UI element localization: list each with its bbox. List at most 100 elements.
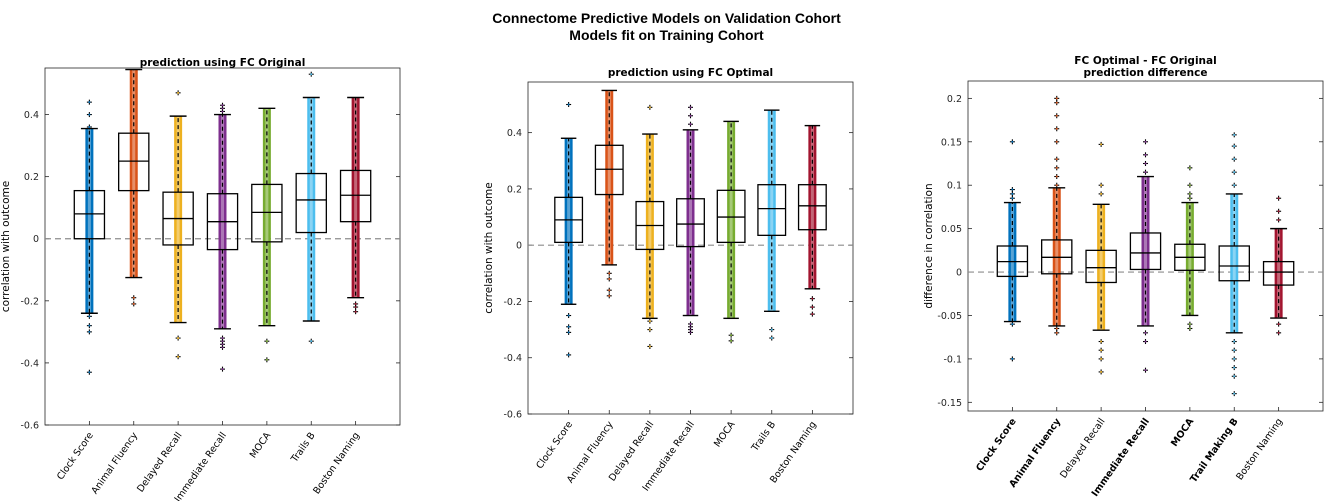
- data-band-highlight: [1277, 228, 1281, 319]
- outlier-point: [1231, 156, 1237, 162]
- iqr-box: [1129, 232, 1162, 271]
- outlier-point: [1143, 161, 1148, 166]
- outlier-point: [1143, 169, 1148, 175]
- data-band-highlight: [309, 97, 313, 322]
- iqr-box: [1085, 249, 1117, 284]
- outlier-point: [1276, 321, 1282, 327]
- data-band-highlight: [607, 90, 611, 265]
- iqr-box: [594, 144, 624, 196]
- data-band: [1230, 193, 1239, 333]
- data-band: [1274, 228, 1283, 319]
- outlier-point: [647, 343, 653, 349]
- x-tick-label-boston-naming: Boston Naming: [768, 419, 819, 485]
- outlier-point: [1054, 174, 1060, 180]
- data-band: [307, 97, 316, 322]
- y-tick-label: 0.2: [24, 172, 39, 183]
- outlier-point: [1187, 195, 1193, 201]
- iqr-box: [251, 183, 283, 243]
- outlier-point: [1187, 326, 1193, 331]
- y-tick-label: -0.15: [937, 398, 962, 409]
- chart-title: prediction difference: [1084, 67, 1208, 79]
- data-band-highlight: [567, 138, 571, 305]
- iqr-box: [1218, 245, 1250, 282]
- chart-title: FC Optimal - FC Original: [1074, 55, 1216, 67]
- outlier-point: [566, 324, 572, 330]
- outlier-point: [728, 332, 734, 338]
- box-clock-score: [554, 102, 584, 358]
- outlier-point: [1098, 356, 1104, 362]
- outlier-point: [1054, 126, 1060, 132]
- y-tick-label: 0: [33, 234, 39, 245]
- outlier-point: [1054, 182, 1060, 188]
- outlier-point: [1009, 195, 1015, 201]
- box-moca: [1174, 165, 1206, 331]
- outlier-point: [1098, 191, 1104, 197]
- x-tick-label-moca: MOCA: [712, 419, 738, 449]
- data-band: [174, 116, 183, 323]
- data-band-highlight: [265, 108, 269, 326]
- y-tick-label: 0.4: [24, 110, 39, 121]
- x-tick-label-delayed-recall: Delayed Recall: [135, 430, 184, 494]
- box-trail-making-b: [1218, 132, 1250, 397]
- outlier-point: [769, 335, 775, 341]
- box-clock-score: [73, 99, 106, 375]
- outlier-point: [220, 335, 225, 341]
- outlier-point: [688, 113, 693, 119]
- iqr-box: [118, 132, 150, 192]
- outlier-point: [1276, 330, 1282, 336]
- outlier-point: [353, 304, 359, 310]
- y-axis-label: correlation with outcome: [483, 182, 495, 313]
- box-boston-naming: [797, 124, 827, 317]
- x-tick-label-clock-score: Clock Score: [534, 419, 575, 471]
- outlier-point: [86, 323, 92, 329]
- outlier-point: [647, 104, 653, 110]
- outlier-point: [1143, 139, 1148, 145]
- outlier-point: [606, 293, 612, 299]
- data-band: [85, 128, 94, 314]
- outlier-point: [86, 369, 92, 375]
- outlier-point: [1143, 152, 1148, 158]
- outlier-point: [809, 296, 815, 302]
- box-immediate-recall: [676, 104, 705, 335]
- box-animal-fluency: [1041, 95, 1073, 336]
- data-band: [564, 138, 573, 305]
- y-tick-label: 0.15: [941, 137, 962, 148]
- outlier-point: [1231, 356, 1237, 362]
- data-band: [605, 90, 614, 265]
- data-band-highlight: [729, 121, 733, 319]
- outlier-point: [1231, 347, 1237, 353]
- outlier-point: [86, 313, 92, 319]
- outlier-point: [308, 338, 314, 344]
- iqr-box: [295, 172, 327, 234]
- data-band: [262, 108, 271, 326]
- chart-panel-2: prediction using FC Optimal -0.6 -0.4 -0.2 0…: [483, 67, 854, 493]
- y-tick-label: -0.6: [20, 421, 39, 432]
- data-band-highlight: [770, 110, 774, 312]
- outlier-point: [86, 124, 92, 130]
- x-tick-label-boston-naming: Boston Naming: [1234, 416, 1285, 482]
- outlier-point: [264, 338, 270, 344]
- outlier-point: [1143, 367, 1148, 373]
- outlier-point: [606, 270, 612, 276]
- data-band-highlight: [176, 116, 180, 323]
- x-tick-label-trails-b: Trails B: [749, 419, 778, 454]
- outlier-point: [1187, 191, 1193, 197]
- y-tick-label: -0.2: [20, 296, 39, 307]
- x-tick-label-trails-b: Trails B: [289, 430, 318, 465]
- outlier-point: [308, 71, 314, 77]
- data-band-highlight: [1188, 202, 1192, 316]
- box-delayed-recall: [162, 90, 194, 360]
- outlier-point: [606, 287, 612, 293]
- outlier-point: [809, 311, 815, 317]
- outlier-point: [1231, 182, 1237, 188]
- outlier-point: [86, 99, 92, 105]
- outlier-point: [175, 354, 181, 360]
- outlier-point: [1276, 217, 1282, 223]
- box-delayed-recall: [1085, 141, 1117, 375]
- y-tick-label: 0: [956, 268, 962, 279]
- outlier-point: [1009, 356, 1015, 362]
- outlier-point: [1009, 191, 1015, 197]
- figure-subtitle: Models fit on Training Cohort: [569, 27, 764, 43]
